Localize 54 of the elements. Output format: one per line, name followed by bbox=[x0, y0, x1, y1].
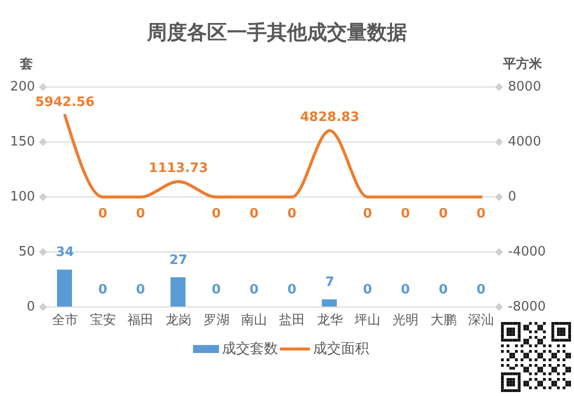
y-axis-title: 套 bbox=[20, 56, 33, 73]
x-tick-label: 大鹏 bbox=[430, 313, 456, 328]
y2-tick-label: 4000 bbox=[508, 134, 542, 150]
bar bbox=[322, 299, 337, 307]
data-label: 0 bbox=[250, 206, 259, 222]
data-label: 0 bbox=[476, 206, 486, 222]
data-label: 0 bbox=[287, 282, 296, 298]
y-tick-label: 0 bbox=[26, 300, 35, 314]
data-label: 34 bbox=[56, 245, 74, 260]
y-tick-label: 50 bbox=[18, 244, 35, 260]
data-label: 0 bbox=[98, 282, 108, 298]
data-label: 0 bbox=[287, 206, 296, 222]
y2-axis-title: 平方米 bbox=[503, 56, 542, 73]
data-label: 0 bbox=[98, 206, 108, 222]
x-tick-label: 宝安 bbox=[90, 312, 116, 328]
data-label: 7 bbox=[325, 274, 334, 290]
data-label: 0 bbox=[438, 282, 448, 298]
y2-tick-label: 8000 bbox=[508, 80, 542, 94]
y2-tick-label: -4000 bbox=[508, 244, 546, 260]
bar bbox=[170, 277, 186, 307]
data-label: 0 bbox=[250, 282, 259, 298]
data-label: 1113.73 bbox=[148, 161, 208, 176]
chart-title: 周度各区一手其他成交量数据 bbox=[146, 19, 408, 46]
data-label: 0 bbox=[363, 206, 372, 222]
data-label: 0 bbox=[212, 206, 221, 222]
legend-label: 成交套数 bbox=[222, 340, 278, 358]
x-tick-label: 盐田 bbox=[278, 313, 305, 328]
y-tick-label: 150 bbox=[10, 134, 35, 150]
x-tick-label: 罗湖 bbox=[203, 313, 230, 328]
x-tick-label: 龙华 bbox=[316, 313, 343, 328]
x-tick-label: 坪山 bbox=[354, 313, 381, 328]
x-tick-label: 福田 bbox=[128, 313, 154, 328]
bar bbox=[57, 270, 72, 307]
data-label: 0 bbox=[212, 282, 221, 298]
y2-tick-label: -8000 bbox=[508, 300, 546, 314]
data-label: 0 bbox=[363, 282, 372, 298]
data-label: 0 bbox=[438, 206, 448, 222]
y2-tick-label: 0 bbox=[508, 190, 516, 204]
data-label: 5942.56 bbox=[35, 94, 95, 110]
data-label: 0 bbox=[136, 206, 146, 222]
x-tick-label: 南山 bbox=[241, 313, 268, 328]
y-tick-label: 100 bbox=[10, 190, 35, 204]
data-label: 0 bbox=[476, 282, 486, 298]
x-tick-label: 龙岗 bbox=[165, 313, 192, 328]
data-label: 0 bbox=[400, 282, 410, 298]
data-label: 0 bbox=[400, 206, 410, 222]
data-label: 0 bbox=[136, 282, 146, 298]
data-label: 4828.83 bbox=[300, 110, 360, 126]
legend-label: 成交面积 bbox=[313, 340, 369, 358]
x-tick-label: 全市 bbox=[52, 313, 78, 328]
x-tick-label: 深汕 bbox=[468, 313, 494, 328]
x-tick-label: 光明 bbox=[392, 313, 418, 328]
data-label: 27 bbox=[169, 252, 188, 268]
y-tick-label: 200 bbox=[10, 80, 35, 94]
